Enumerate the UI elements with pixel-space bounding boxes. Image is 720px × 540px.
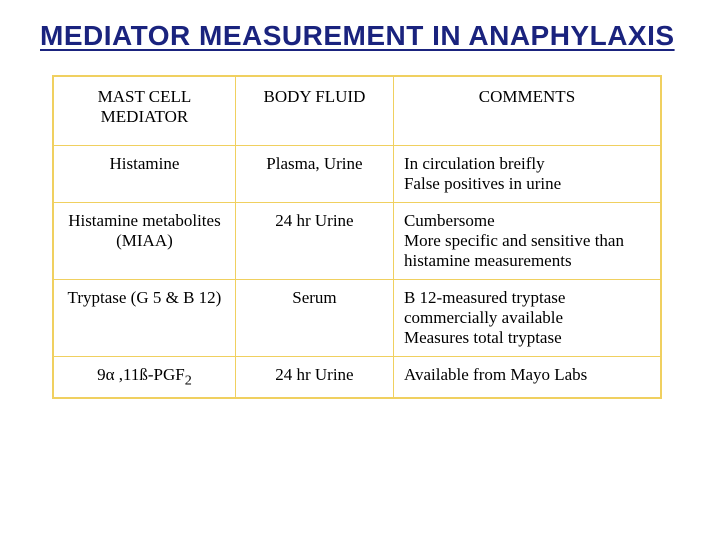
cell-fluid: 24 hr Urine (235, 203, 393, 280)
table-header-row: MAST CELL MEDIATOR BODY FLUID COMMENTS (53, 76, 661, 146)
cell-fluid: Serum (235, 280, 393, 357)
table-row: Tryptase (G 5 & B 12)SerumB 12-measured … (53, 280, 661, 357)
cell-fluid: Plasma, Urine (235, 146, 393, 203)
cell-comments: In circulation breiflyFalse positives in… (393, 146, 661, 203)
cell-comments: B 12-measured tryptase commercially avai… (393, 280, 661, 357)
cell-mediator: Histamine (53, 146, 235, 203)
cell-comments: CumbersomeMore specific and sensitive th… (393, 203, 661, 280)
mediator-table: MAST CELL MEDIATOR BODY FLUID COMMENTS H… (52, 75, 662, 399)
table-row: 9α ,11ß-PGF224 hr UrineAvailable from Ma… (53, 357, 661, 399)
table-container: MAST CELL MEDIATOR BODY FLUID COMMENTS H… (52, 75, 662, 399)
col-header-fluid: BODY FLUID (235, 76, 393, 146)
cell-mediator: 9α ,11ß-PGF2 (53, 357, 235, 399)
col-header-mediator: MAST CELL MEDIATOR (53, 76, 235, 146)
cell-mediator: Tryptase (G 5 & B 12) (53, 280, 235, 357)
table-row: HistaminePlasma, UrineIn circulation bre… (53, 146, 661, 203)
cell-fluid: 24 hr Urine (235, 357, 393, 399)
cell-comments: Available from Mayo Labs (393, 357, 661, 399)
page-title: MEDIATOR MEASUREMENT IN ANAPHYLAXIS (40, 18, 680, 53)
col-header-comments: COMMENTS (393, 76, 661, 146)
table-row: Histamine metabolites (MIAA)24 hr UrineC… (53, 203, 661, 280)
cell-mediator: Histamine metabolites (MIAA) (53, 203, 235, 280)
